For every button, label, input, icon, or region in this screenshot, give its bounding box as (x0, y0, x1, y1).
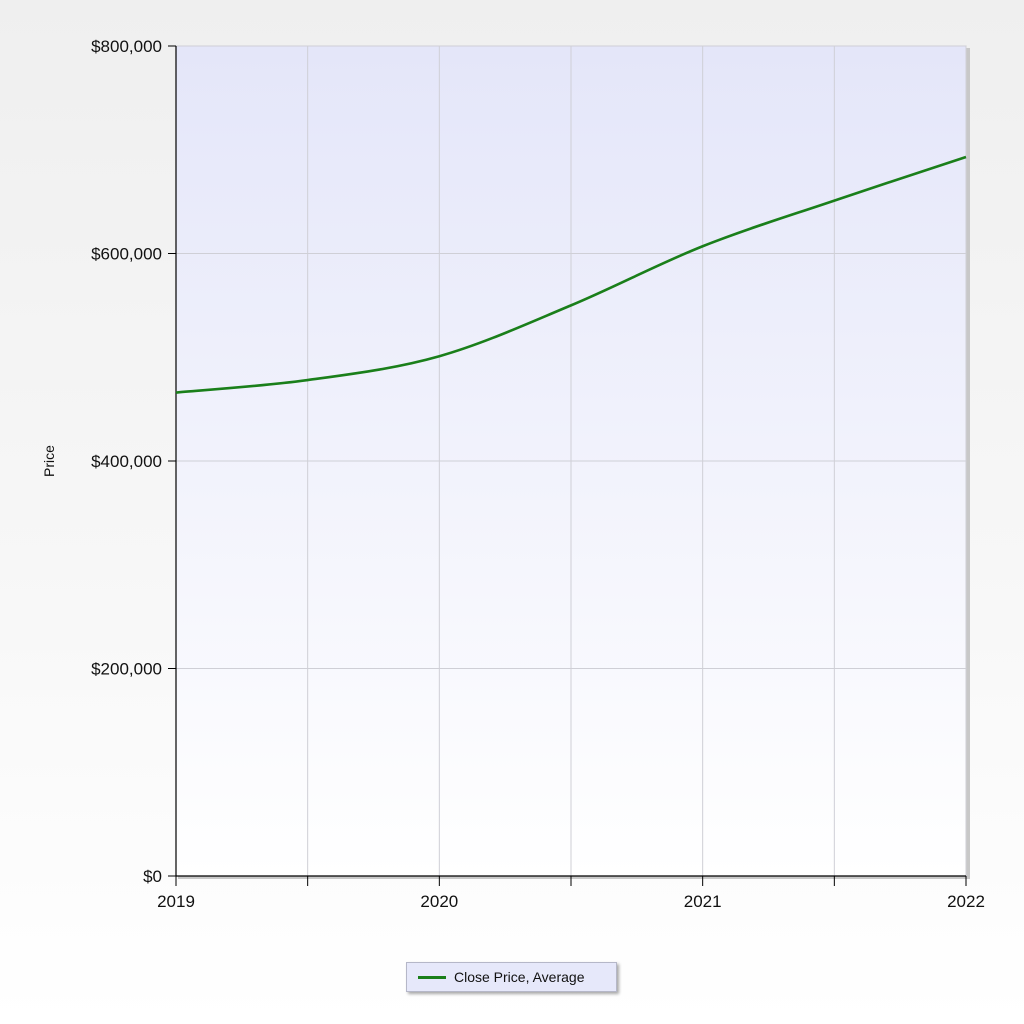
x-axis-ticks: 2019 2020 2021 2022 (157, 876, 985, 911)
series-line-close-price-average (175, 155, 967, 394)
y-tick-label: $800,000 (91, 37, 162, 56)
x-tick-label: 2020 (420, 892, 458, 911)
y-tick-label: $0 (143, 867, 162, 886)
y-tick-label: $400,000 (91, 452, 162, 471)
legend-label: Close Price, Average (454, 969, 585, 985)
y-tick-label: $200,000 (91, 660, 162, 679)
x-tick-label: 2019 (157, 892, 195, 911)
series-layer (175, 155, 967, 394)
legend-swatch (418, 975, 446, 979)
legend: Close Price, Average (406, 962, 617, 992)
y-axis-ticks: $0 $200,000 $400,000 $600,000 $800,000 (91, 37, 176, 886)
gridlines (176, 45, 967, 877)
y-tick-label: $600,000 (91, 245, 162, 264)
y-axis-label: Price (41, 445, 57, 477)
x-tick-label: 2021 (684, 892, 722, 911)
x-tick-label: 2022 (947, 892, 985, 911)
